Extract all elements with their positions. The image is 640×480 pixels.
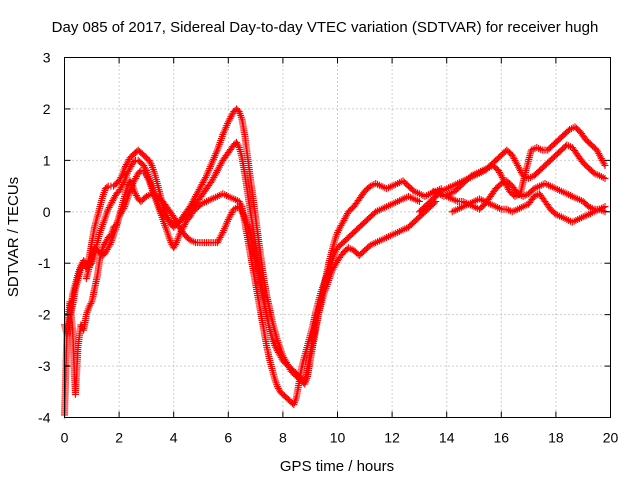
data-point [103,183,111,191]
data-point [601,162,609,169]
data-points [61,105,609,419]
y-tick-label: 3 [43,50,51,66]
series-track-7 [443,177,609,213]
series-track-4 [82,177,270,319]
y-tick-label: 2 [43,101,51,117]
series-track-1 [61,167,423,419]
x-tick-label: 8 [279,430,287,446]
data-point [218,230,226,238]
series-track-5 [415,141,609,216]
data-point [234,142,242,150]
data-point [240,211,248,219]
x-tick-label: 14 [439,430,455,446]
x-tick-label: 6 [224,430,232,446]
y-tick-label: 0 [43,204,51,220]
data-point [505,206,513,214]
x-tick-label: 4 [170,430,178,446]
y-tick-label: -4 [38,410,51,426]
grid [64,57,611,418]
data-point [415,198,423,205]
x-tick-label: 16 [494,430,510,446]
data-point [600,160,608,168]
x-tick-label: 0 [61,430,69,446]
y-tick-label: -3 [38,358,51,374]
x-tick-label: 18 [548,430,564,446]
data-point [147,160,155,168]
data-point [601,174,609,182]
series-track-8 [448,190,609,226]
data-point [128,180,136,188]
y-axis-label: SDTVAR / TECUs [5,177,22,297]
data-point [535,144,543,152]
data-point [263,311,270,319]
chart-title: Day 085 of 2017, Sidereal Day-to-day VTE… [52,19,599,36]
x-tick-label: 10 [330,430,346,446]
data-point [142,165,149,173]
x-tick-label: 12 [384,430,400,446]
y-tick-label: 1 [43,152,51,168]
x-axis-label: GPS time / hours [280,458,394,475]
data-point [87,300,95,307]
y-tick-label: -2 [38,307,51,323]
data-point [536,145,544,153]
y-tick-label: -1 [38,255,51,271]
series-track-3 [66,138,440,385]
x-tick-label: 20 [603,430,619,446]
x-tick-label: 2 [115,430,123,446]
data-point [202,174,210,181]
